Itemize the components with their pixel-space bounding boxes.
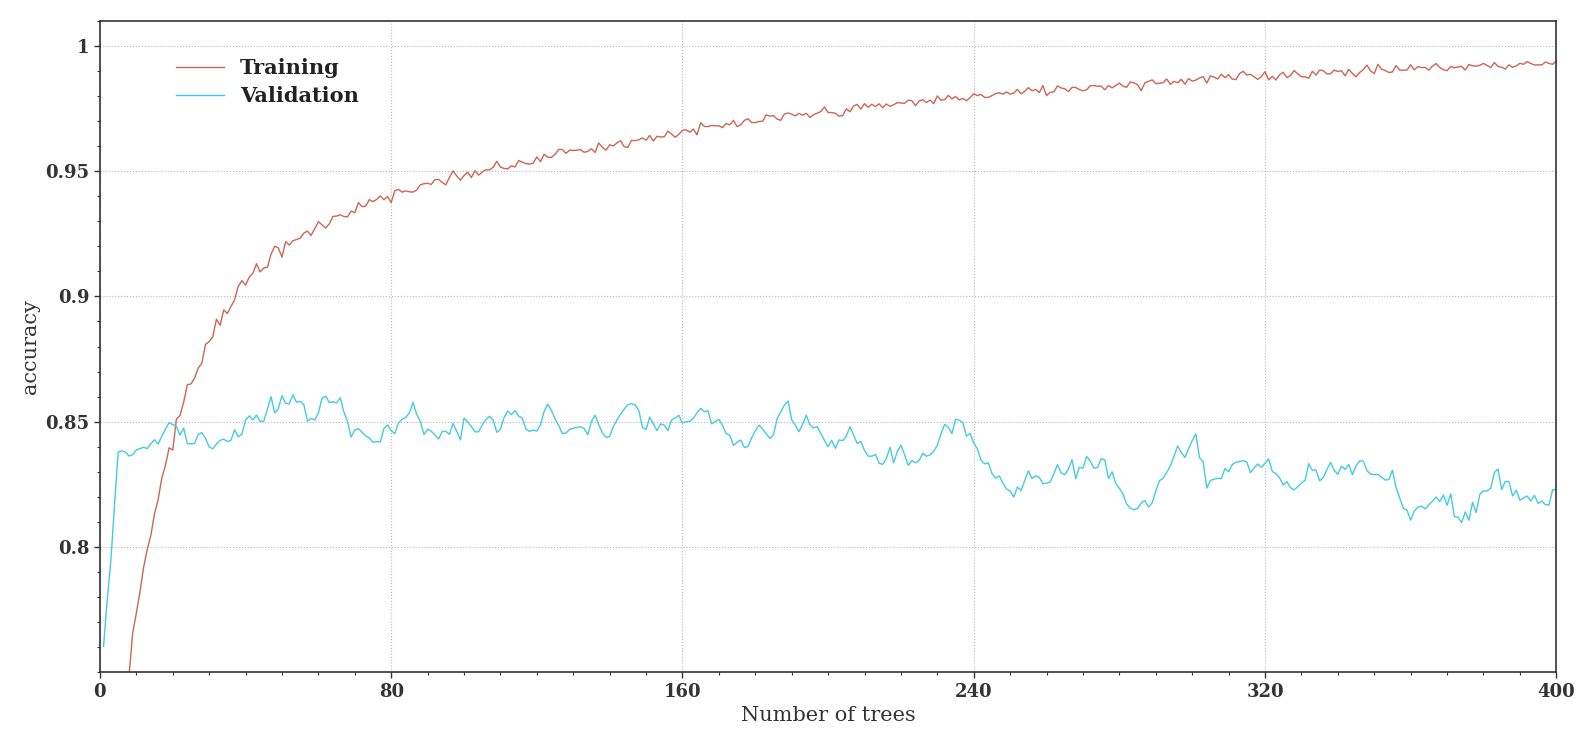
Training <box>669 130 688 139</box>
Line: Training: Training <box>104 61 1556 746</box>
Training <box>1007 85 1026 94</box>
Training <box>1143 75 1162 84</box>
Validation <box>1146 486 1165 495</box>
Training <box>268 243 287 252</box>
Legend: Training, Validation: Training, Validation <box>168 50 367 113</box>
Validation <box>268 404 287 413</box>
Validation <box>571 422 591 431</box>
Validation <box>284 390 303 399</box>
X-axis label: Number of trees: Number of trees <box>741 706 916 725</box>
Validation <box>1547 486 1566 495</box>
Training <box>567 145 586 154</box>
Validation <box>94 642 113 651</box>
Y-axis label: accuracy: accuracy <box>21 299 40 394</box>
Training <box>1547 57 1566 66</box>
Line: Validation: Validation <box>104 395 1556 647</box>
Validation <box>1012 486 1031 495</box>
Validation <box>1154 474 1173 483</box>
Training <box>1149 79 1168 88</box>
Validation <box>674 419 693 427</box>
